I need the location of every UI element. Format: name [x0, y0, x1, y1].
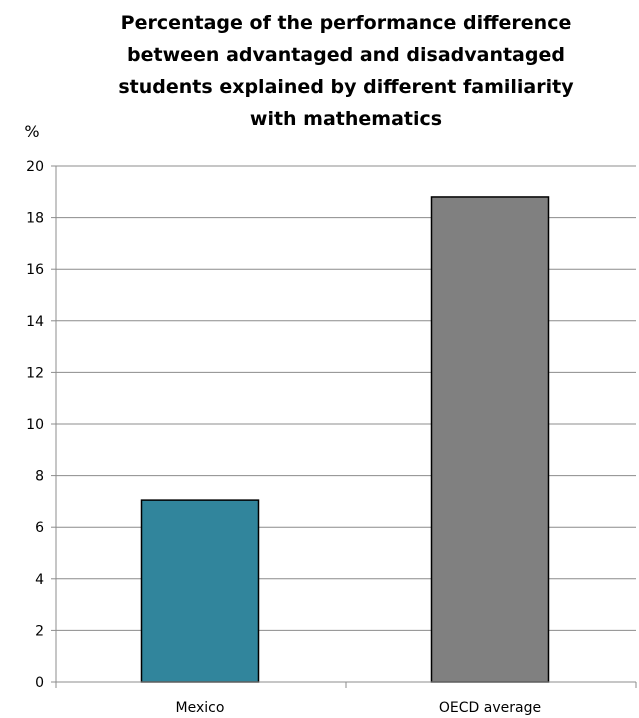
bar-mexico	[140, 499, 260, 683]
chart-title: Percentage of the performance difference…	[118, 12, 574, 130]
bar-oecd-average	[430, 196, 550, 683]
y-tick-label: 0	[35, 675, 44, 691]
chart-title-line: with mathematics	[250, 108, 442, 130]
chart-title-line: students explained by different familiar…	[118, 76, 574, 98]
y-tick-label: 2	[35, 623, 44, 639]
x-category-label: OECD average	[439, 700, 541, 716]
axes	[55, 166, 637, 688]
chart-title-line: between advantaged and disadvantaged	[127, 44, 565, 66]
y-tick-label: 4	[35, 572, 44, 588]
y-tick-labels: 0 2 4 6 8 10 12 14 16 18 20	[26, 159, 44, 691]
y-tick-label: 12	[26, 365, 44, 381]
chart-title-line: Percentage of the performance difference	[121, 12, 572, 34]
bars	[140, 196, 550, 683]
y-tick-label: 8	[35, 469, 44, 485]
y-tick-label: 14	[26, 314, 44, 330]
y-tick-label: 18	[26, 211, 44, 227]
y-tick-label: 10	[26, 417, 44, 433]
y-tick-label: 6	[35, 520, 44, 536]
y-axis-unit-label: %	[24, 122, 39, 141]
x-category-labels: Mexico OECD average	[176, 700, 542, 716]
y-tick-label: 16	[26, 262, 44, 278]
x-category-label: Mexico	[176, 700, 225, 716]
y-tick-label: 20	[26, 159, 44, 175]
